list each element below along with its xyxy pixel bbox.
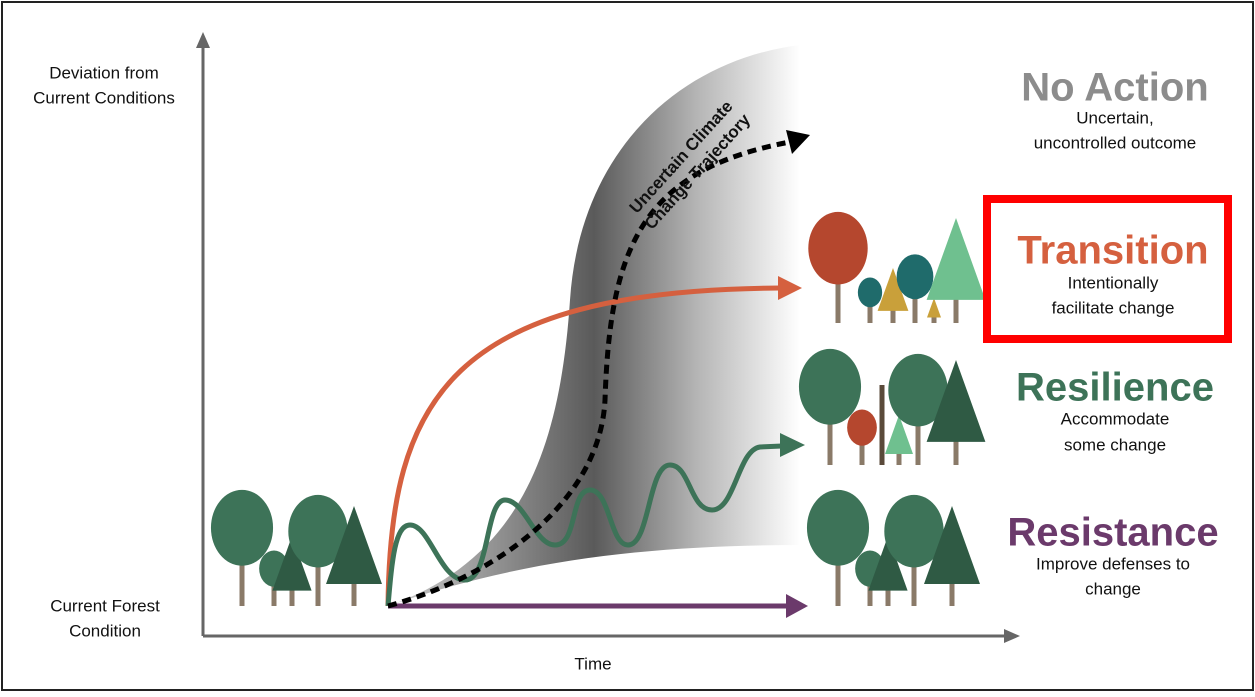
- origin-label: Condition: [69, 621, 141, 640]
- option-description: some change: [1064, 435, 1166, 454]
- option-description: change: [1085, 579, 1141, 598]
- x-axis-label: Time: [574, 654, 611, 673]
- option-title: Transition: [1017, 229, 1208, 273]
- option-description: Intentionally: [1068, 273, 1159, 292]
- option-description: Accommodate: [1061, 409, 1170, 428]
- option-description: Improve defenses to: [1036, 554, 1190, 573]
- tree-part: [799, 349, 861, 425]
- option-title: Resistance: [1007, 511, 1218, 555]
- option-description: Uncertain,: [1076, 108, 1153, 127]
- option-title: Resilience: [1016, 366, 1214, 410]
- option-description: facilitate change: [1052, 298, 1175, 317]
- tree-part: [211, 490, 273, 566]
- option-title: No Action: [1021, 66, 1208, 110]
- tree-part: [807, 490, 869, 566]
- diagram: Deviation from Current Conditions Curren…: [0, 0, 1255, 692]
- tree-part: [858, 278, 882, 308]
- tree-part: [808, 212, 867, 285]
- tree-part: [847, 409, 877, 445]
- option-description: uncontrolled outcome: [1034, 133, 1197, 152]
- y-axis-label: Deviation from: [49, 63, 159, 82]
- y-axis-label: Current Conditions: [33, 88, 175, 107]
- tree-part: [897, 254, 934, 299]
- origin-label: Current Forest: [50, 596, 160, 615]
